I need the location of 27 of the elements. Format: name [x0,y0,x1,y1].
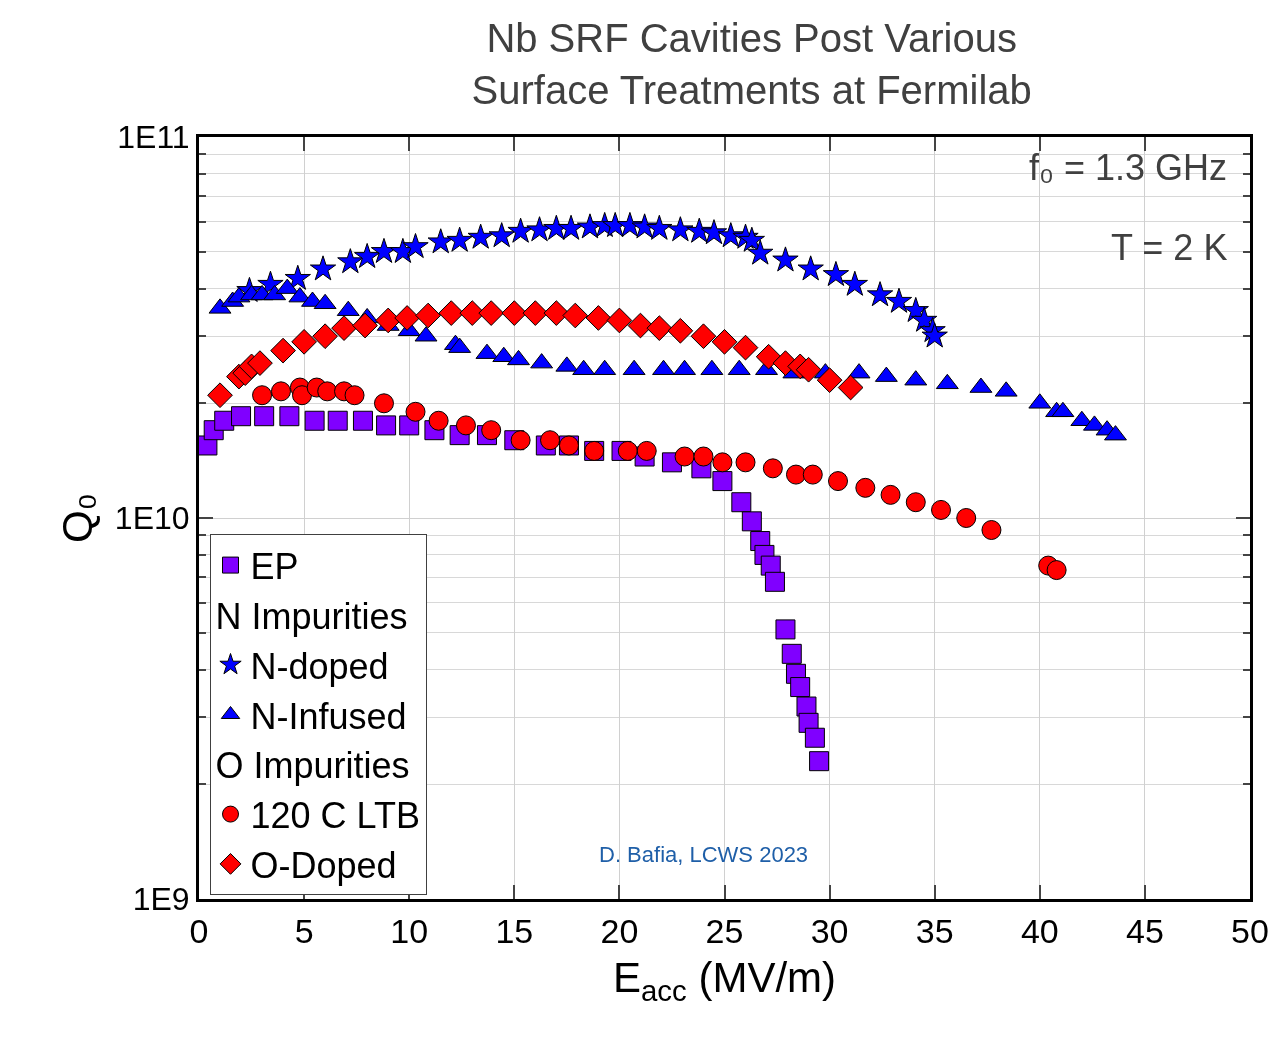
y-tick-label: 1E9 [132,881,190,918]
annotation: T = 2 K [1111,227,1228,268]
legend-label: N-Infused [250,695,407,737]
x-tick-label: 40 [1020,911,1059,950]
annotation: f₀ = 1.3 GHz [1029,147,1228,188]
x-tick-label: 10 [390,911,429,950]
y-axis-title: Q₀ [53,492,101,544]
y-tick-label: 1E10 [114,500,190,537]
annotation: D. Bafia, LCWS 2023 [599,842,809,867]
x-tick-label: 25 [705,911,744,950]
x-tick-label: 35 [915,911,954,950]
x-tick-label: 0 [189,911,209,950]
x-tick-label: 50 [1231,911,1269,950]
annotation: O Impurities [215,745,410,787]
chart-title: Nb SRF Cavities Post Various Surface Treatments at Fermilab [471,16,1032,112]
x-tick-label: 45 [1125,911,1164,950]
legend-label: N-doped [250,645,389,687]
x-tick-label: 15 [495,911,534,950]
x-tick-label: 5 [294,911,314,950]
legend-label: EP [250,546,299,588]
annotation: N Impurities [215,595,408,637]
x-tick-label: 20 [600,911,639,950]
legend-label: 120 C LTB [250,795,420,837]
legend-label: O-Doped [250,844,397,886]
x-axis-title: E$_{acc}$ (MV/m) [612,953,837,1007]
x-tick-label: 30 [810,911,849,950]
y-tick-label: 1E11 [117,119,190,156]
